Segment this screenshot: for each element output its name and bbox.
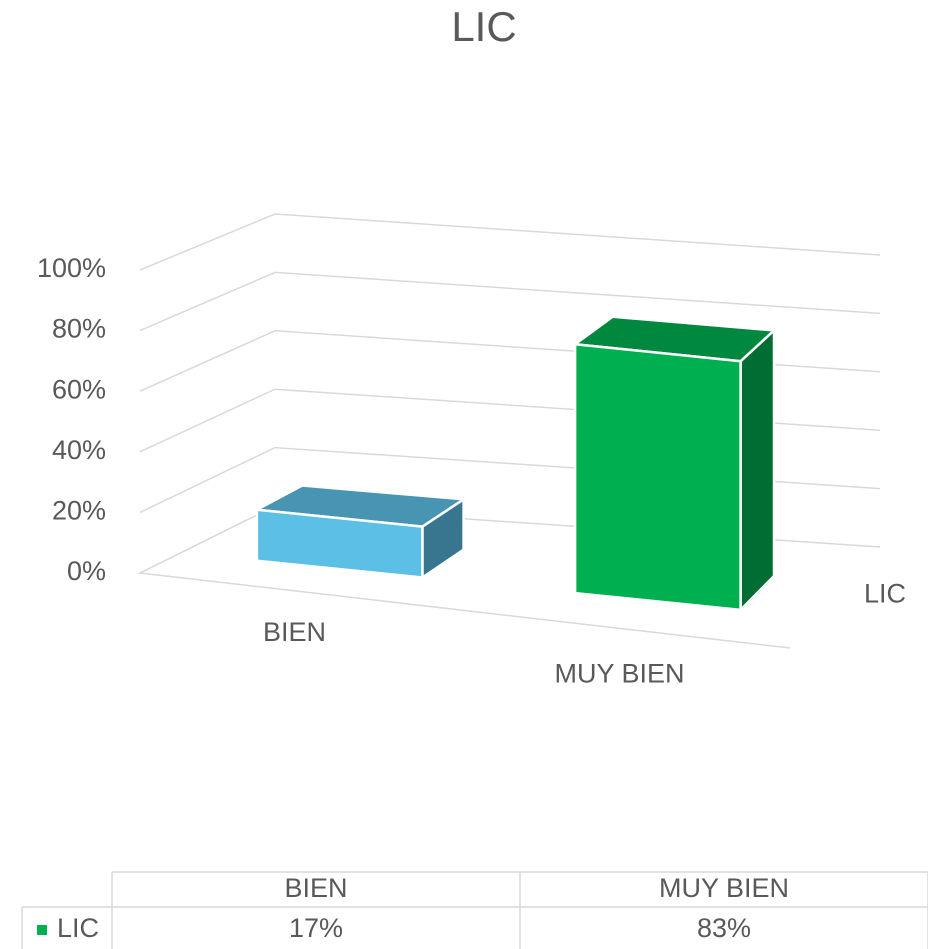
bar-front — [573, 343, 742, 612]
bar — [573, 315, 776, 612]
grid-line — [139, 213, 881, 271]
legend-swatch — [37, 925, 47, 935]
chart-title: LIC — [451, 3, 516, 50]
y-tick-label: 100% — [37, 253, 106, 283]
bar-side — [739, 329, 776, 612]
x-tick-label: MUY BIEN — [554, 658, 684, 688]
table-header: BIEN — [284, 873, 347, 903]
legend-label: LIC — [57, 913, 99, 943]
table-value: 17% — [289, 913, 343, 943]
bar — [255, 484, 465, 579]
x-tick-label: BIEN — [263, 617, 326, 647]
table-value: 83% — [697, 913, 751, 943]
y-tick-label: 60% — [52, 374, 106, 404]
y-tick-label: 0% — [67, 556, 106, 586]
y-tick-label: 20% — [52, 496, 106, 526]
depth-axis-label: LIC — [864, 579, 906, 609]
y-tick-label: 80% — [52, 314, 106, 344]
bar-front — [255, 508, 424, 579]
grid-line — [139, 271, 881, 332]
table-header: MUY BIEN — [659, 873, 789, 903]
y-tick-label: 40% — [52, 435, 106, 465]
